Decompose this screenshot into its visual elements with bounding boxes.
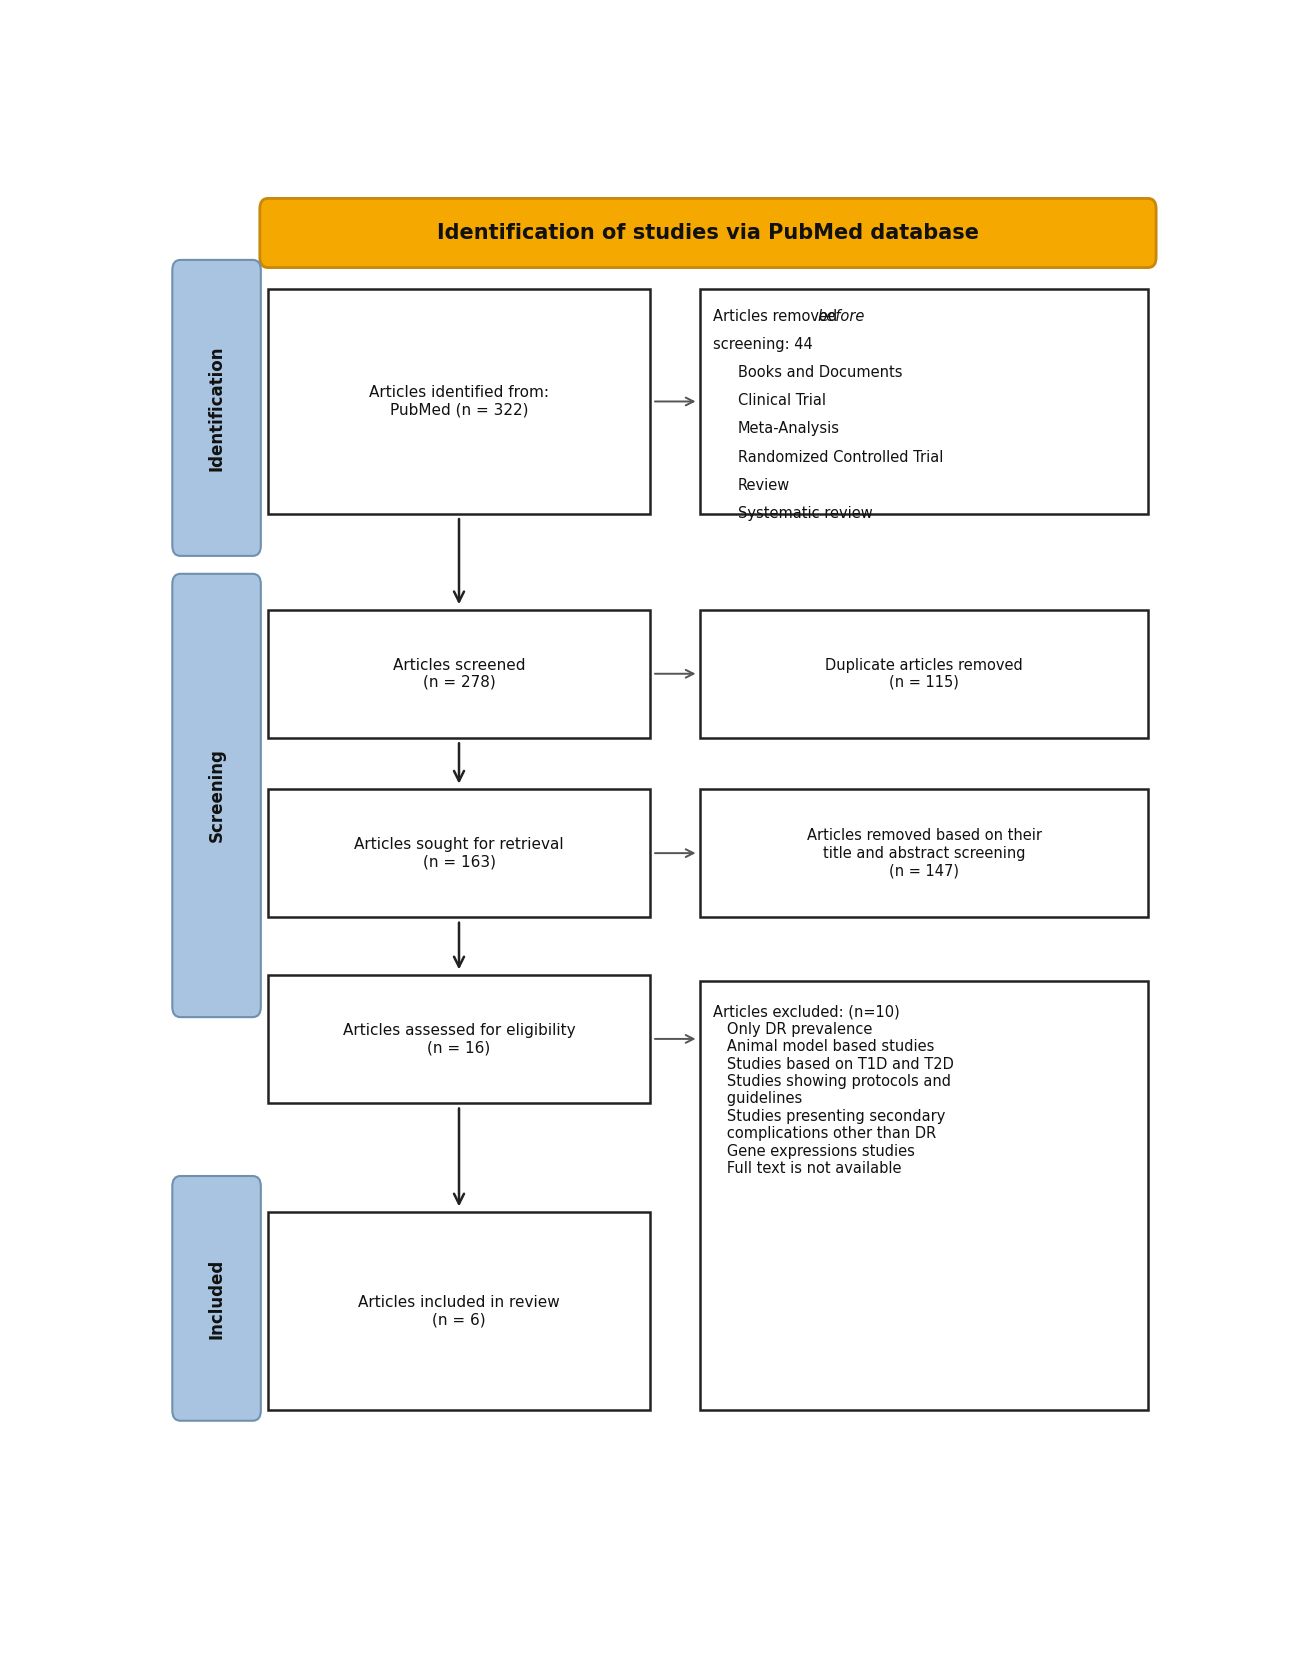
Text: Meta-Analysis: Meta-Analysis bbox=[737, 421, 840, 436]
Text: Systematic review: Systematic review bbox=[737, 506, 872, 521]
FancyBboxPatch shape bbox=[701, 982, 1149, 1411]
FancyBboxPatch shape bbox=[701, 290, 1149, 514]
FancyBboxPatch shape bbox=[267, 609, 650, 737]
FancyBboxPatch shape bbox=[173, 260, 261, 556]
Text: Articles sought for retrieval
(n = 163): Articles sought for retrieval (n = 163) bbox=[354, 837, 563, 869]
Text: before: before bbox=[818, 308, 864, 323]
Text: Identification: Identification bbox=[208, 344, 226, 471]
Text: Screening: Screening bbox=[208, 749, 226, 842]
Text: Included: Included bbox=[208, 1258, 226, 1338]
FancyBboxPatch shape bbox=[267, 789, 650, 917]
FancyBboxPatch shape bbox=[173, 1176, 261, 1421]
Text: Articles excluded: (n=10)
   Only DR prevalence
   Animal model based studies
  : Articles excluded: (n=10) Only DR preval… bbox=[713, 1005, 953, 1176]
Text: screening: 44: screening: 44 bbox=[713, 336, 813, 351]
FancyBboxPatch shape bbox=[701, 789, 1149, 917]
FancyBboxPatch shape bbox=[260, 198, 1157, 268]
Text: Articles removed: Articles removed bbox=[713, 308, 841, 323]
Text: Duplicate articles removed
(n = 115): Duplicate articles removed (n = 115) bbox=[826, 657, 1023, 691]
Text: Articles identified from:
PubMed (n = 322): Articles identified from: PubMed (n = 32… bbox=[369, 386, 549, 418]
Text: Articles screened
(n = 278): Articles screened (n = 278) bbox=[393, 657, 526, 691]
FancyBboxPatch shape bbox=[267, 1211, 650, 1411]
Text: Randomized Controlled Trial: Randomized Controlled Trial bbox=[737, 449, 944, 464]
Text: Articles removed based on their
title and abstract screening
(n = 147): Articles removed based on their title an… bbox=[807, 829, 1042, 879]
FancyBboxPatch shape bbox=[267, 975, 650, 1103]
Text: Review: Review bbox=[737, 478, 790, 493]
Text: Clinical Trial: Clinical Trial bbox=[737, 393, 826, 408]
Text: Identification of studies via PubMed database: Identification of studies via PubMed dat… bbox=[437, 223, 979, 243]
Text: Articles included in review
(n = 6): Articles included in review (n = 6) bbox=[358, 1295, 559, 1328]
FancyBboxPatch shape bbox=[267, 290, 650, 514]
FancyBboxPatch shape bbox=[701, 609, 1149, 737]
Text: Books and Documents: Books and Documents bbox=[737, 364, 902, 379]
FancyBboxPatch shape bbox=[173, 574, 261, 1017]
Text: Articles assessed for eligibility
(n = 16): Articles assessed for eligibility (n = 1… bbox=[343, 1023, 575, 1055]
